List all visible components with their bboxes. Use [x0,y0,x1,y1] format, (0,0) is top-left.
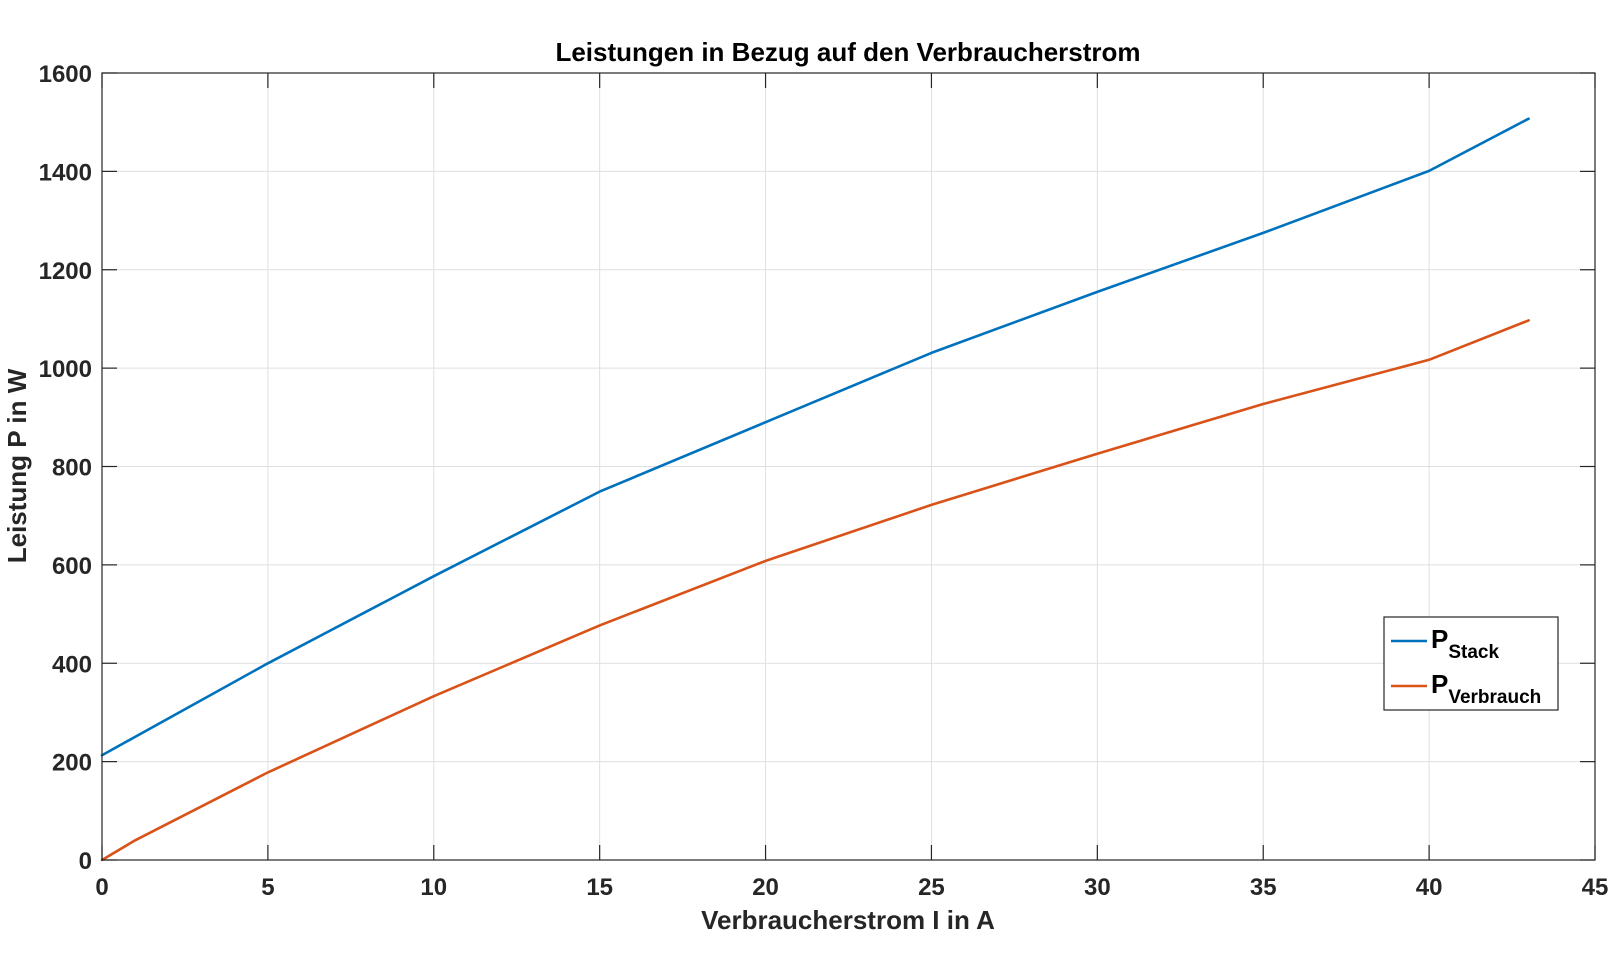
y-tick-label: 400 [52,651,92,678]
series-line-verbrauch [100,319,1530,862]
y-tick-label: 800 [52,455,92,482]
series-line-stack [100,117,1530,757]
legend-label-stack: PStack [1431,624,1499,663]
ticks [101,72,1596,861]
series-group [100,117,1530,862]
y-tick-label: 1600 [39,61,92,88]
x-tick-label: 20 [752,874,779,901]
legend-label-stack-main: P [1431,624,1448,654]
x-tick-label: 5 [261,874,274,901]
x-tick-label: 30 [1084,874,1111,901]
legend-label-verbrauch: PVerbrauch [1431,669,1541,708]
y-tick-label: 600 [52,553,92,580]
x-tick-label: 0 [95,874,108,901]
legend: PStack PVerbrauch [1383,616,1559,711]
x-tick-label: 10 [420,874,447,901]
y-axis-label: Leistung P in W [2,368,32,563]
x-tick-label: 15 [586,874,613,901]
x-tick-label: 25 [918,874,945,901]
y-tick-label: 1400 [39,159,92,186]
x-tick-label: 40 [1416,874,1443,901]
y-tick-label: 1000 [39,356,92,383]
grid [102,73,1595,860]
x-tick-label: 35 [1250,874,1277,901]
y-tick-label: 200 [52,750,92,777]
x-tick-labels: 0 5 10 15 20 25 30 35 40 45 [95,874,1608,901]
chart-title: Leistungen in Bezug auf den Verbrauchers… [555,37,1140,67]
x-axis-label: Verbraucherstrom I in A [701,905,995,935]
y-tick-labels: 0 200 400 600 800 1000 1200 1400 1600 [39,61,92,875]
legend-label-verbrauch-main: P [1431,669,1448,699]
legend-label-stack-sub: Stack [1448,642,1499,663]
legend-label-verbrauch-sub: Verbrauch [1448,687,1541,708]
y-tick-label: 0 [79,848,92,875]
legend-box [1383,616,1559,711]
y-tick-label: 1200 [39,258,92,285]
x-tick-label: 45 [1582,874,1609,901]
